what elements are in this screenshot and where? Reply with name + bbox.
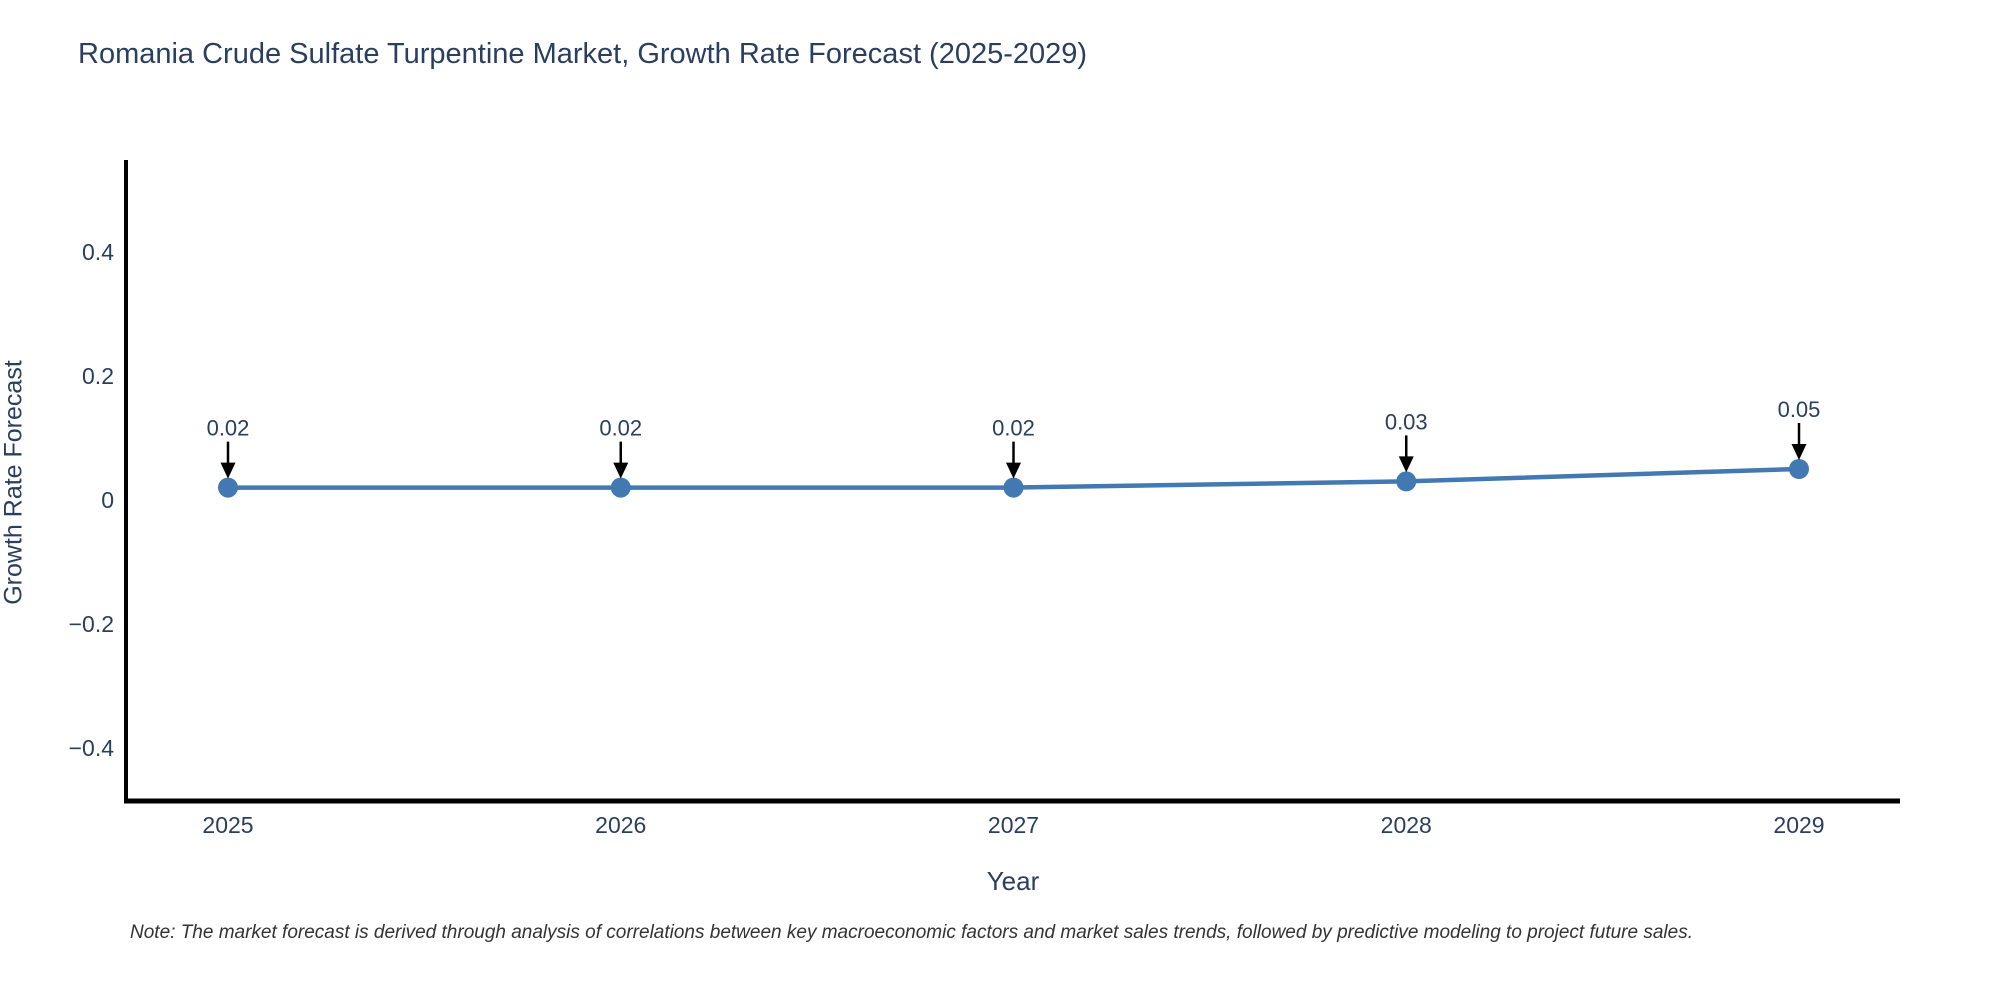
data-point-marker[interactable]: [1789, 459, 1809, 479]
data-point-marker[interactable]: [1003, 477, 1024, 498]
x-tick-label: 2027: [988, 812, 1039, 838]
chart-title: Romania Crude Sulfate Turpentine Market,…: [78, 38, 1088, 70]
annotation-label: 0.02: [992, 416, 1035, 441]
y-tick-label: −0.2: [69, 611, 114, 637]
annotation-label: 0.02: [207, 416, 250, 441]
y-tick-label: −0.4: [69, 735, 115, 761]
x-axis-title: Year: [986, 866, 1040, 896]
data-point-marker[interactable]: [1396, 471, 1417, 492]
annotation-label: 0.05: [1778, 397, 1821, 422]
x-tick-label: 2029: [1773, 812, 1824, 838]
annotation-arrowhead-icon: [1006, 462, 1021, 479]
y-tick-label: 0.2: [82, 363, 114, 389]
annotation-arrowhead-icon: [1398, 456, 1414, 473]
x-tick-label: 2025: [202, 812, 253, 838]
annotation-arrowhead-icon: [1791, 444, 1807, 460]
x-tick-label: 2026: [595, 812, 646, 838]
footnote: Note: The market forecast is derived thr…: [130, 922, 1693, 943]
annotation-arrowhead-icon: [613, 462, 629, 479]
annotation-label: 0.03: [1385, 409, 1428, 434]
y-tick-label: 0: [101, 487, 114, 513]
y-tick-label: 0.4: [82, 239, 114, 265]
x-tick-label: 2028: [1381, 812, 1432, 838]
data-point-marker[interactable]: [610, 477, 631, 498]
annotation-label: 0.02: [599, 416, 642, 441]
data-point-marker[interactable]: [218, 477, 238, 498]
annotation-arrowhead-icon: [220, 462, 236, 479]
